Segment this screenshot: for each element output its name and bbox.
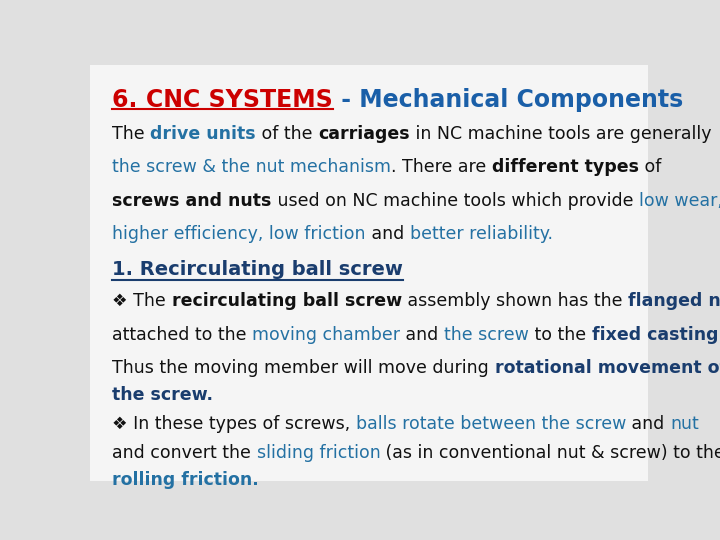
Text: different types: different types: [492, 158, 639, 177]
Text: CNC SYSTEMS: CNC SYSTEMS: [146, 87, 333, 112]
Text: better reliability.: better reliability.: [410, 225, 552, 243]
Text: balls rotate between the screw: balls rotate between the screw: [356, 415, 626, 433]
Text: moving chamber: moving chamber: [252, 326, 400, 343]
Text: - Mechanical Components: - Mechanical Components: [333, 87, 683, 112]
Text: carriages: carriages: [318, 125, 410, 143]
Text: ❖ In these types of screws,: ❖ In these types of screws,: [112, 415, 356, 433]
Text: and: and: [400, 326, 444, 343]
Text: screws and nuts: screws and nuts: [112, 192, 271, 210]
Text: and: and: [366, 225, 410, 243]
Text: used on NC machine tools which provide: used on NC machine tools which provide: [271, 192, 639, 210]
Text: rolling friction.: rolling friction.: [112, 471, 259, 489]
Text: fixed casting.: fixed casting.: [592, 326, 720, 343]
Text: nut: nut: [670, 415, 699, 433]
Text: and: and: [626, 415, 670, 433]
Text: rotational movement of: rotational movement of: [495, 359, 720, 377]
Text: low wear,: low wear,: [639, 192, 720, 210]
Text: The: The: [112, 125, 150, 143]
Text: assembly shown has the: assembly shown has the: [402, 292, 628, 310]
Text: Thus the moving member will move during: Thus the moving member will move during: [112, 359, 495, 377]
Text: drive units: drive units: [150, 125, 256, 143]
Text: attached to the: attached to the: [112, 326, 252, 343]
Text: and convert the: and convert the: [112, 444, 257, 462]
Text: ❖ The: ❖ The: [112, 292, 171, 310]
Text: higher efficiency, low friction: higher efficiency, low friction: [112, 225, 366, 243]
Text: recirculating ball screw: recirculating ball screw: [171, 292, 402, 310]
Text: 1. Recirculating ball screw: 1. Recirculating ball screw: [112, 260, 403, 279]
Text: flanged nut: flanged nut: [628, 292, 720, 310]
Text: of: of: [639, 158, 662, 177]
Text: (as in conventional nut & screw) to the: (as in conventional nut & screw) to the: [380, 444, 720, 462]
Text: the screw.: the screw.: [112, 386, 213, 404]
Text: sliding friction: sliding friction: [257, 444, 380, 462]
FancyBboxPatch shape: [84, 62, 652, 485]
Text: to the: to the: [529, 326, 592, 343]
Text: in NC machine tools are generally: in NC machine tools are generally: [410, 125, 711, 143]
Text: 6.: 6.: [112, 87, 146, 112]
Text: the screw: the screw: [444, 326, 529, 343]
Text: of the: of the: [256, 125, 318, 143]
Text: . There are: . There are: [392, 158, 492, 177]
Text: the screw & the nut mechanism: the screw & the nut mechanism: [112, 158, 392, 177]
